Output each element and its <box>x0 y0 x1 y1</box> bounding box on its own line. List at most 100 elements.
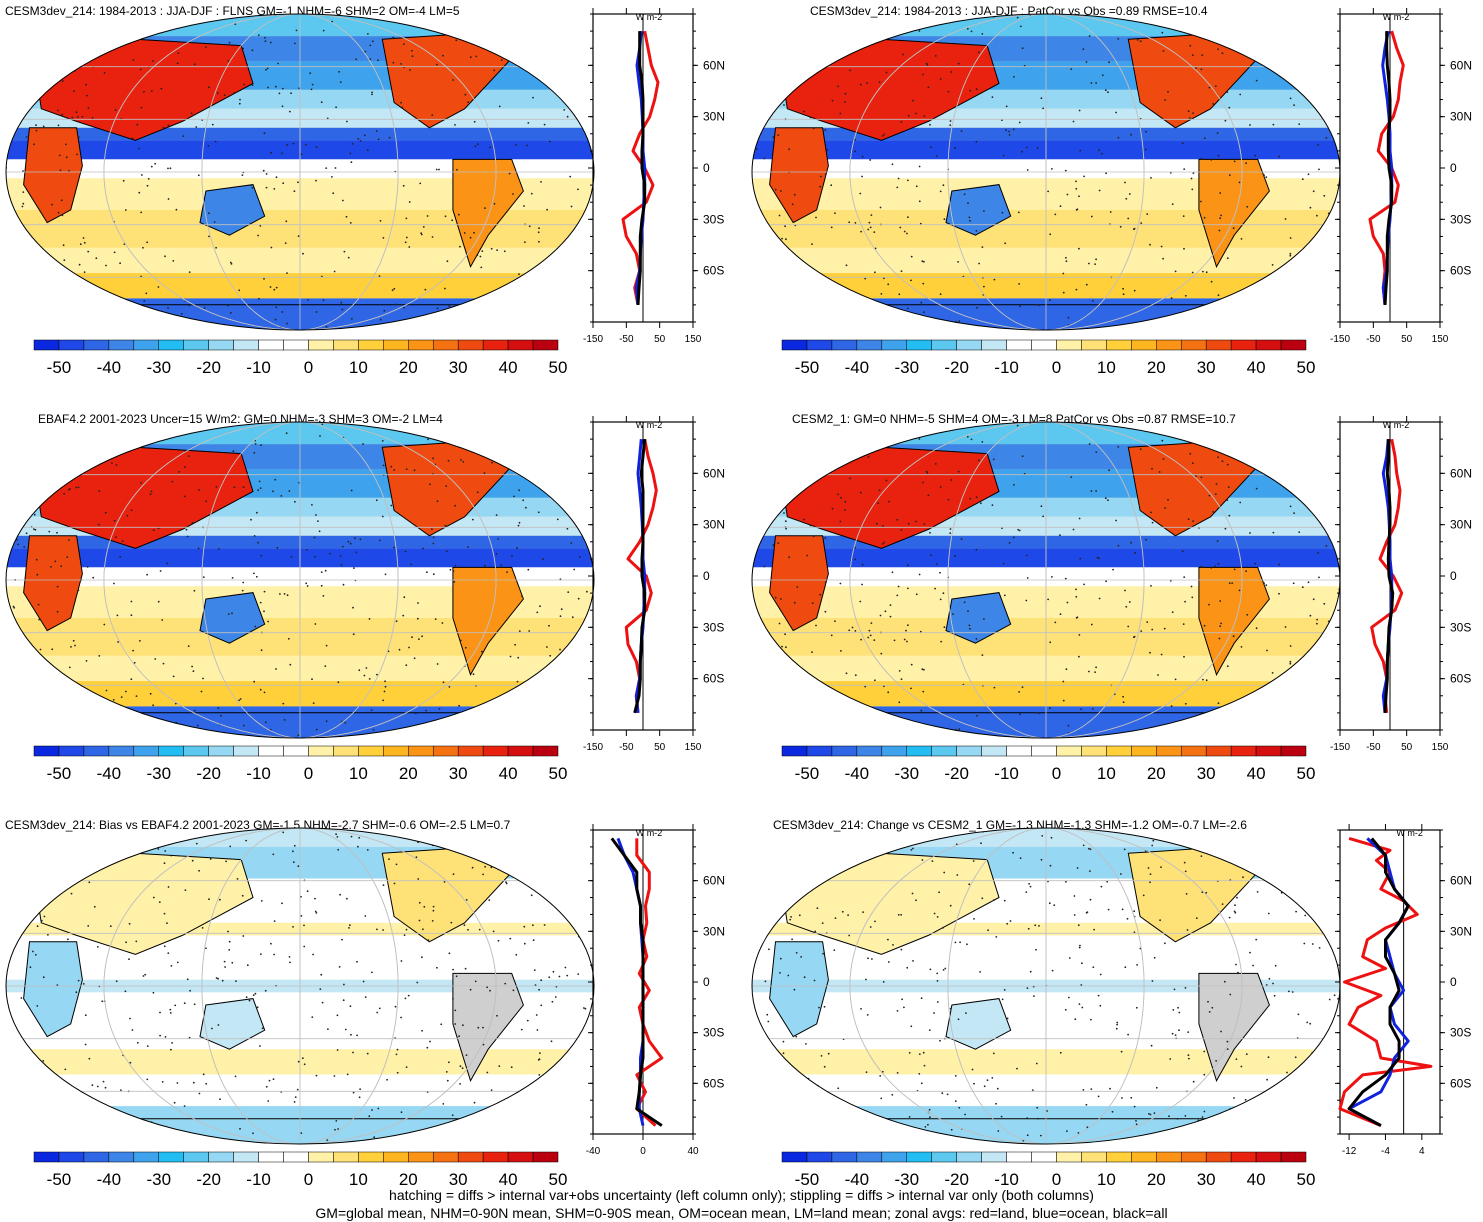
map-3 <box>6 422 594 738</box>
colorbar-swatch <box>59 746 84 756</box>
zonal-ylabel: 30N <box>703 110 725 124</box>
zonal-xlabel: 0 <box>640 1146 646 1157</box>
zonal-unit: W m-2 <box>636 828 663 838</box>
zonal-ylabel: 0 <box>703 161 710 175</box>
colorbar-swatch <box>333 1152 358 1162</box>
zonal-xlabel: 50 <box>654 742 666 753</box>
colorbar-swatch <box>1181 340 1206 350</box>
zonal-xlabel: -150 <box>1330 334 1350 345</box>
zonal-ylabel: 30S <box>1450 212 1471 226</box>
zonal-xlabel: -50 <box>619 334 634 345</box>
colorbar-swatch <box>1032 746 1057 756</box>
colorbar-swatch <box>1181 1152 1206 1162</box>
colorbar-label: -40 <box>97 358 122 377</box>
colorbar-swatch <box>358 1152 383 1162</box>
zonal-ylabel: 30N <box>1450 518 1472 532</box>
colorbar-label: -20 <box>944 764 969 783</box>
zonal-ylabel: 30S <box>1450 1026 1471 1040</box>
zonal-xlabel: 4 <box>1419 1146 1425 1157</box>
zonal-ylabel: 0 <box>703 569 710 583</box>
colorbar-swatch <box>533 1152 558 1162</box>
colorbar-swatch <box>134 340 159 350</box>
zonal-unit: W m-2 <box>1396 828 1423 838</box>
colorbar-swatch <box>34 1152 59 1162</box>
map-2 <box>752 13 1341 330</box>
colorbar-label: 40 <box>499 764 518 783</box>
colorbar-swatch <box>782 340 807 350</box>
zonal-ylabel: 30N <box>1450 924 1472 938</box>
colorbar-swatch <box>109 746 134 756</box>
zonal-ylabel: 60N <box>1450 466 1472 480</box>
zonal-ylabel: 60N <box>1450 58 1472 72</box>
colorbar-swatch <box>259 340 284 350</box>
colorbar-swatch <box>1206 340 1231 350</box>
colorbar-label: -50 <box>47 358 72 377</box>
zonal-xlabel: -150 <box>583 742 603 753</box>
zonal-ylabel: 30S <box>703 1026 724 1040</box>
map-5 <box>6 828 594 1145</box>
map-1 <box>5 13 594 330</box>
colorbar-swatch <box>1256 746 1281 756</box>
colorbar-swatch <box>259 746 284 756</box>
zonal-ylabel: 60S <box>1450 264 1471 278</box>
colorbar-swatch <box>433 746 458 756</box>
colorbar-label: 40 <box>499 358 518 377</box>
colorbar-swatch <box>1281 1152 1306 1162</box>
zonal-ylabel: 0 <box>1450 161 1457 175</box>
colorbar-swatch <box>882 340 907 350</box>
zonal-ylabel: 60N <box>703 466 725 480</box>
colorbar-label: -10 <box>994 764 1019 783</box>
colorbar-label: -40 <box>845 764 870 783</box>
zonal-ylabel: 0 <box>703 975 710 989</box>
zonal-xlabel: 50 <box>1401 334 1413 345</box>
zonal-xlabel: 150 <box>1432 742 1449 753</box>
footer-line-1: hatching = diffs > internal var+obs unce… <box>0 1187 1483 1204</box>
colorbar-label: 50 <box>1297 764 1316 783</box>
colorbar-swatch <box>907 340 932 350</box>
colorbar-swatch <box>483 340 508 350</box>
colorbar-label: -40 <box>845 358 870 377</box>
colorbar-swatch <box>134 746 159 756</box>
colorbar-swatch <box>84 1152 109 1162</box>
colorbar-swatch <box>1281 340 1306 350</box>
colorbar-swatch <box>1206 1152 1231 1162</box>
zonal-xlabel: 150 <box>685 742 702 753</box>
colorbar-swatch <box>1081 1152 1106 1162</box>
zonal-ylabel: 30N <box>1450 110 1472 124</box>
colorbar-swatch <box>807 1152 832 1162</box>
colorbar-swatch <box>957 1152 982 1162</box>
zonal-ylabel: 30S <box>1450 620 1471 634</box>
colorbar-swatch <box>209 1152 234 1162</box>
colorbar-swatch <box>1056 340 1081 350</box>
colorbar-label: -30 <box>894 358 919 377</box>
colorbar-label: 30 <box>1197 358 1216 377</box>
zonal-unit: W m-2 <box>636 12 663 22</box>
colorbar-swatch <box>84 340 109 350</box>
zonal-ylabel: 0 <box>1450 569 1457 583</box>
colorbar-label: 10 <box>349 764 368 783</box>
colorbar-swatch <box>957 340 982 350</box>
colorbar-swatch <box>308 746 333 756</box>
colorbar-swatch <box>408 1152 433 1162</box>
colorbar-swatch <box>832 340 857 350</box>
colorbar-swatch <box>533 746 558 756</box>
colorbar-swatch <box>134 1152 159 1162</box>
colorbar-label: -30 <box>146 358 171 377</box>
colorbar-swatch <box>308 1152 333 1162</box>
zonal-ylabel: 60S <box>703 672 724 686</box>
colorbar-label: -40 <box>97 764 122 783</box>
colorbar-label: -10 <box>246 764 271 783</box>
colorbar-label: -20 <box>944 358 969 377</box>
map-4 <box>752 421 1341 738</box>
colorbar-swatch <box>1256 340 1281 350</box>
colorbar-label: 10 <box>1097 764 1116 783</box>
zonal-ylabel: 30S <box>703 212 724 226</box>
colorbar-swatch <box>184 746 209 756</box>
zonal-xlabel: -4 <box>1381 1146 1390 1157</box>
zonal-xlabel: 150 <box>685 334 702 345</box>
colorbar-swatch <box>34 340 59 350</box>
colorbar-swatch <box>1131 746 1156 756</box>
colorbar-swatch <box>982 340 1007 350</box>
